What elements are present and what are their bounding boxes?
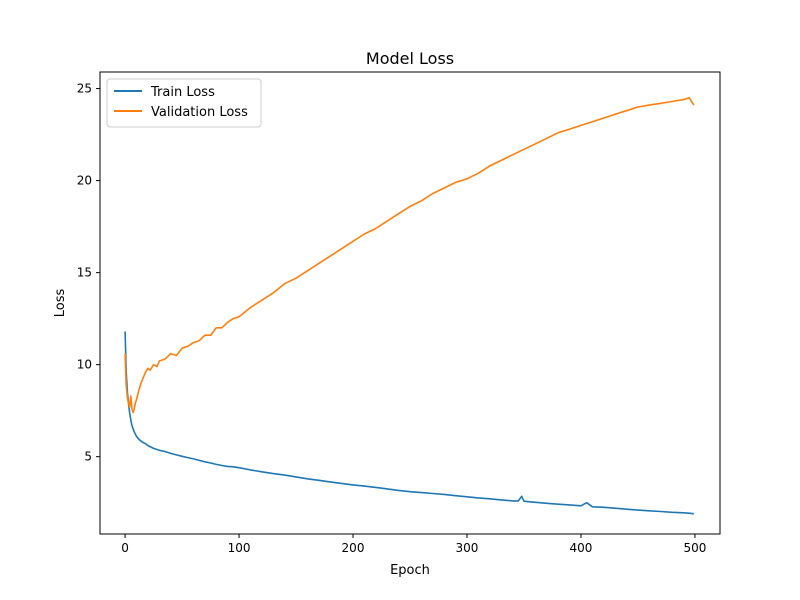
x-axis-ticks: 0 100 200 300 400 500 — [121, 534, 706, 555]
x-tick-label: 500 — [683, 541, 706, 555]
legend: Train Loss Validation Loss — [106, 78, 262, 128]
chart-title: Model Loss — [366, 49, 454, 68]
y-tick-label: 10 — [77, 358, 92, 372]
y-tick-label: 25 — [77, 82, 92, 96]
x-tick-label: 300 — [456, 541, 479, 555]
y-axis-ticks: 5 10 15 20 25 — [77, 82, 100, 464]
legend-label-validation: Validation Loss — [151, 105, 248, 120]
x-tick-label: 0 — [121, 541, 129, 555]
legend-label-train: Train Loss — [150, 85, 215, 100]
y-tick-label: 15 — [77, 266, 92, 280]
y-tick-label: 5 — [84, 450, 92, 464]
legend-box — [106, 78, 262, 128]
series-line-train-loss — [124, 331, 694, 515]
series-line-validation-loss — [124, 97, 695, 414]
x-axis-label: Epoch — [390, 563, 430, 578]
x-tick-label: 200 — [342, 541, 365, 555]
plot-frame — [99, 71, 721, 535]
x-tick-label: 400 — [570, 541, 593, 555]
series-layer — [124, 97, 695, 515]
x-tick-label: 100 — [228, 541, 251, 555]
y-axis-label: Loss — [53, 289, 68, 318]
y-tick-label: 20 — [77, 174, 92, 188]
